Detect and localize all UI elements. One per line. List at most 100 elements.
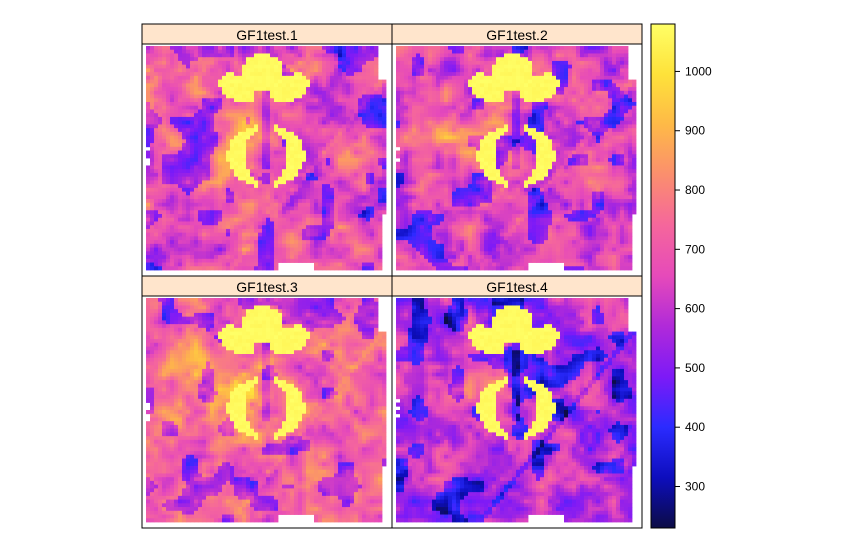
heatmap-cell (294, 236, 299, 241)
heatmap-cell (484, 60, 489, 66)
heatmap-cell (246, 120, 251, 125)
heatmap-cell (250, 116, 255, 122)
heatmap-cell (508, 60, 513, 66)
heatmap-cell (170, 105, 175, 110)
heatmap-cell (366, 262, 371, 267)
heatmap-cell (262, 64, 267, 69)
heatmap-cell (258, 124, 263, 129)
heatmap-cell (576, 109, 581, 114)
heatmap-cell (290, 255, 295, 260)
heatmap-cell (378, 98, 383, 103)
heatmap-cell (190, 124, 195, 129)
heatmap-cell (174, 102, 179, 107)
heatmap-cell (258, 102, 263, 107)
heatmap-cell (326, 143, 331, 148)
heatmap-cell (504, 72, 509, 77)
heatmap-cell (456, 94, 461, 99)
heatmap-cell (354, 191, 359, 196)
heatmap-cell (174, 116, 179, 122)
heatmap-cell (218, 49, 223, 54)
heatmap-cell (226, 169, 231, 174)
heatmap-cell (306, 124, 311, 129)
heatmap-cell (354, 124, 359, 129)
heatmap-cell (258, 180, 263, 185)
heatmap-cell (298, 191, 303, 196)
heatmap-cell (330, 225, 335, 230)
heatmap-cell (358, 247, 363, 252)
heatmap-cell (178, 131, 183, 136)
heatmap-cell (266, 83, 271, 88)
heatmap-cell (504, 98, 509, 103)
heatmap-cell (198, 146, 203, 151)
heatmap-cell (194, 240, 199, 245)
heatmap-cell (350, 236, 355, 241)
heatmap-cell (374, 214, 379, 219)
heatmap-cell (342, 75, 347, 80)
heatmap-cell (416, 135, 421, 140)
heatmap-cell (282, 120, 287, 125)
heatmap-cell (182, 46, 187, 51)
heatmap-cell (190, 146, 195, 151)
heatmap-cell (326, 202, 331, 207)
heatmap-cell (286, 75, 291, 80)
heatmap-cell (274, 176, 279, 181)
heatmap-cell (250, 139, 255, 144)
heatmap-cell (170, 87, 175, 92)
heatmap-cell (166, 195, 171, 200)
heatmap-cell (488, 131, 493, 136)
heatmap-cell (286, 180, 291, 185)
heatmap-cell (350, 258, 355, 263)
heatmap-cell (366, 128, 371, 133)
heatmap-cell (210, 120, 215, 125)
heatmap-cell (274, 124, 279, 129)
heatmap-cell (318, 116, 323, 122)
heatmap-cell (210, 221, 215, 226)
heatmap-cell (186, 75, 191, 80)
heatmap-cell (234, 131, 239, 136)
heatmap-cell (198, 131, 203, 136)
heatmap-cell (552, 68, 557, 73)
heatmap-cell (604, 105, 609, 110)
heatmap-cell (222, 243, 227, 248)
heatmap-cell (432, 83, 437, 88)
heatmap-cell (198, 258, 203, 263)
heatmap-cell (488, 79, 493, 84)
heatmap-cell (632, 109, 637, 114)
heatmap-cell (404, 79, 409, 84)
heatmap-cell (218, 165, 223, 170)
heatmap-cell (624, 53, 629, 58)
heatmap-cell (350, 124, 355, 129)
heatmap-cell (524, 102, 529, 107)
heatmap-cell (158, 240, 163, 245)
heatmap-cell (362, 187, 367, 192)
heatmap-cell (354, 105, 359, 110)
heatmap-cell (536, 131, 541, 136)
heatmap-cell (162, 135, 167, 140)
heatmap-cell (242, 139, 247, 144)
heatmap-cell (342, 102, 347, 107)
heatmap-cell (318, 210, 323, 215)
heatmap-cell (278, 228, 283, 234)
heatmap-cell (548, 83, 553, 88)
heatmap-cell (170, 146, 175, 151)
heatmap-cell (238, 176, 243, 181)
heatmap-cell (322, 262, 327, 267)
heatmap-cell (576, 120, 581, 125)
heatmap-cell (350, 109, 355, 114)
heatmap-cell (428, 98, 433, 103)
heatmap-cell (524, 53, 529, 58)
heatmap-cell (496, 79, 501, 84)
heatmap-cell (194, 105, 199, 110)
heatmap-cell (318, 120, 323, 125)
heatmap-cell (556, 124, 561, 129)
heatmap-cell (318, 57, 323, 62)
heatmap-cell (456, 116, 461, 122)
heatmap-cell (298, 83, 303, 88)
heatmap-cell (270, 236, 275, 241)
heatmap-cell (250, 60, 255, 66)
heatmap-cell (238, 243, 243, 248)
heatmap-cell (306, 57, 311, 62)
heatmap-cell (218, 75, 223, 80)
heatmap-cell (508, 49, 513, 54)
heatmap-cell (190, 251, 195, 256)
